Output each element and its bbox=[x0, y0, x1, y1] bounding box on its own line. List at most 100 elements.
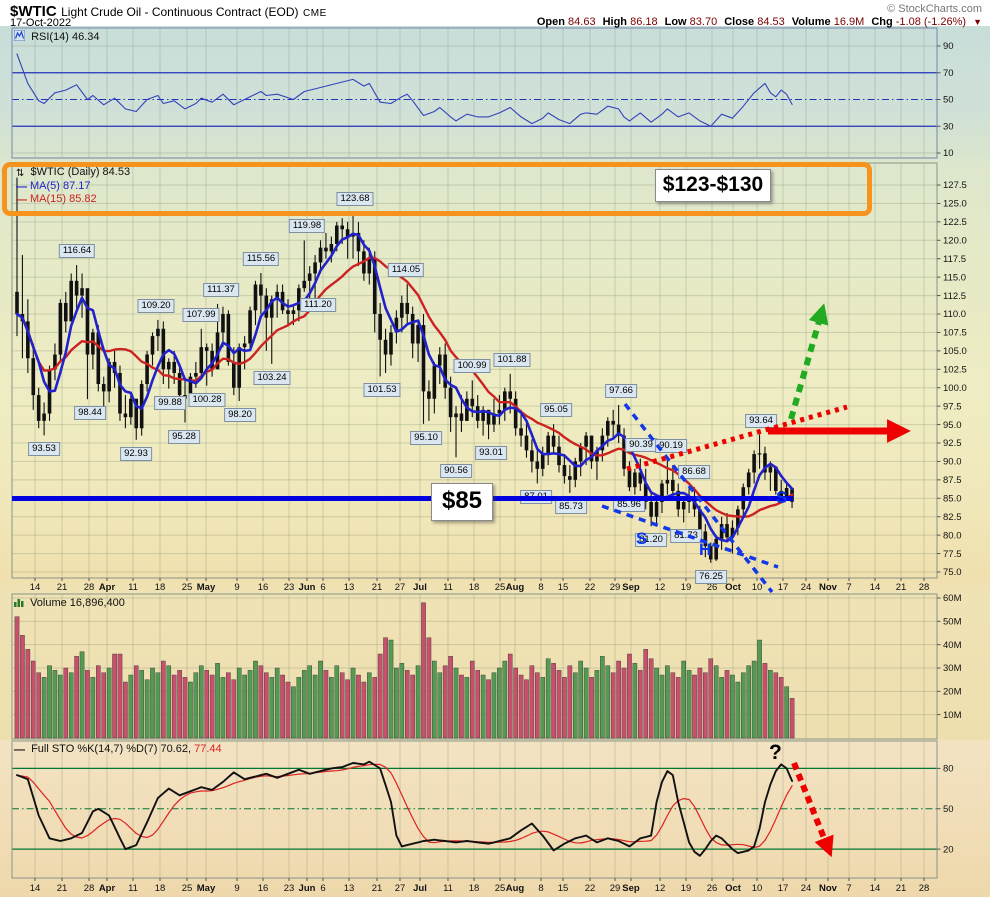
candle-body bbox=[437, 354, 442, 366]
candle-body bbox=[551, 435, 556, 447]
x-axis-label: 15 bbox=[558, 883, 569, 894]
x-axis-label: 19 bbox=[681, 883, 692, 894]
volume-bar bbox=[703, 672, 708, 739]
volume-bar bbox=[377, 653, 383, 739]
price-flag: 99.88 bbox=[154, 395, 186, 410]
x-axis-label: Apr bbox=[99, 883, 116, 894]
chart-date: 17-Oct-2022 bbox=[10, 17, 72, 29]
candle-body bbox=[172, 361, 176, 373]
candle-body bbox=[654, 501, 659, 517]
x-axis-label: 7 bbox=[846, 883, 851, 894]
candle-body bbox=[107, 361, 111, 392]
x-axis-label: Oct bbox=[725, 883, 742, 894]
price-flag: 100.28 bbox=[188, 392, 226, 407]
volume-bar bbox=[551, 663, 556, 739]
x-axis-label: 14 bbox=[870, 883, 881, 894]
volume-bar bbox=[242, 674, 247, 739]
volume-bar bbox=[778, 677, 784, 739]
rsi-legend: RSI(14) 46.34 bbox=[13, 29, 100, 44]
volume-bar bbox=[415, 665, 421, 739]
price-flag: 86.68 bbox=[678, 464, 710, 479]
volume-bar bbox=[291, 686, 296, 739]
volume-bar bbox=[665, 665, 670, 739]
price-axis-label: 117.5 bbox=[943, 254, 966, 265]
volume-bar bbox=[14, 616, 20, 739]
x-axis-label: 28 bbox=[84, 582, 95, 593]
volume-bar bbox=[524, 679, 529, 739]
candle-body bbox=[297, 288, 301, 311]
x-axis-label: 11 bbox=[443, 582, 453, 593]
candle-body bbox=[427, 391, 431, 399]
volume-bar bbox=[675, 677, 681, 739]
volume-bar bbox=[150, 667, 155, 739]
price-flag: 114.05 bbox=[387, 263, 425, 278]
candle-body bbox=[470, 398, 475, 407]
x-axis-label: Nov bbox=[819, 883, 838, 894]
candle-body bbox=[291, 310, 296, 314]
candle-body bbox=[221, 313, 225, 333]
x-axis-label: 25 bbox=[495, 582, 506, 593]
volume-bar bbox=[497, 667, 502, 739]
volume-bar bbox=[535, 672, 540, 739]
volume-bar bbox=[751, 660, 757, 739]
price-flag: 98.44 bbox=[74, 406, 106, 421]
volume-bar bbox=[329, 677, 334, 739]
x-axis-label: 6 bbox=[320, 883, 325, 894]
candle-body bbox=[31, 358, 36, 396]
candle-body bbox=[725, 524, 729, 538]
x-axis-label: 17 bbox=[778, 883, 789, 894]
x-axis-label: 13 bbox=[344, 883, 355, 894]
quote-label: Low bbox=[664, 16, 690, 28]
change-down-icon: ▼ bbox=[973, 17, 982, 27]
candle-body bbox=[177, 372, 182, 396]
x-axis-label: 28 bbox=[919, 883, 930, 894]
volume-bar bbox=[133, 665, 139, 739]
candle-body bbox=[199, 347, 204, 373]
price-flag: 119.98 bbox=[288, 219, 326, 234]
stoch-d-line bbox=[16, 763, 793, 849]
quote-value: 16.9M bbox=[833, 16, 865, 28]
x-axis-label: 8 bbox=[538, 582, 543, 593]
volume-bar bbox=[356, 674, 361, 739]
volume-bar bbox=[307, 665, 312, 739]
candle-body bbox=[145, 354, 149, 385]
candle-body bbox=[492, 413, 496, 425]
price-flag: 95.28 bbox=[168, 429, 200, 444]
volume-bar bbox=[247, 670, 253, 739]
volume-bar bbox=[643, 649, 649, 739]
price-axis-label: 122.5 bbox=[943, 217, 967, 228]
volume-bar bbox=[269, 677, 275, 739]
x-axis-label: 14 bbox=[870, 582, 881, 593]
candle-body bbox=[259, 284, 263, 296]
price-axis-label: 92.5 bbox=[943, 438, 962, 449]
candle-body bbox=[307, 273, 312, 281]
volume-bar bbox=[58, 674, 63, 739]
volume-bar bbox=[453, 667, 459, 739]
volume-bar bbox=[280, 674, 285, 739]
shs-letter-s: S bbox=[636, 529, 648, 548]
candle-body bbox=[36, 395, 41, 421]
candle-body bbox=[432, 365, 437, 399]
candle-body bbox=[188, 376, 193, 399]
volume-bar bbox=[85, 670, 90, 739]
stoch-axis-label: 20 bbox=[943, 844, 954, 855]
volume-bar bbox=[399, 663, 405, 739]
candle-body bbox=[63, 302, 68, 322]
volume-bar bbox=[437, 672, 443, 739]
stoch-axis-label: 50 bbox=[943, 804, 954, 815]
volume-bar bbox=[513, 667, 518, 739]
candle-body bbox=[383, 339, 388, 355]
volume-bar bbox=[226, 672, 231, 739]
price-flag: 81.73 bbox=[670, 529, 702, 544]
candle-body bbox=[605, 420, 610, 436]
volume-bar bbox=[117, 653, 123, 739]
x-axis-label: 24 bbox=[801, 883, 812, 894]
chart-header: $WTIC Light Crude Oil - Continuous Contr… bbox=[10, 3, 327, 21]
volume-legend: Volume 16,896,400 bbox=[14, 597, 125, 610]
x-axis-label: 11 bbox=[443, 883, 453, 894]
candle-body bbox=[394, 317, 399, 333]
volume-bar bbox=[708, 658, 714, 739]
price-flag: 111.37 bbox=[203, 282, 239, 297]
ma15-legend: — MA(15) 85.82 bbox=[16, 193, 97, 206]
x-axis-label: 15 bbox=[558, 582, 569, 593]
